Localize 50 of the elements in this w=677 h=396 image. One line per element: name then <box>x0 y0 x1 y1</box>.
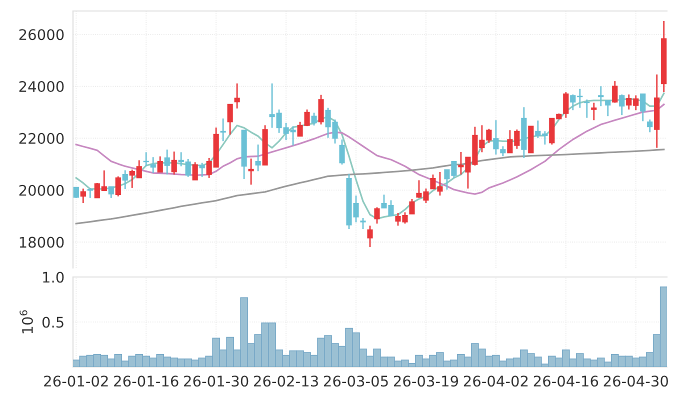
line-series <box>75 148 665 224</box>
candlestick <box>374 206 380 224</box>
y-tick-label: 22000 <box>19 132 64 144</box>
y-tick-label: 0.5 <box>42 316 64 328</box>
candlestick <box>619 94 625 116</box>
candlestick <box>164 148 170 176</box>
candlestick <box>227 104 233 136</box>
y-tick-label: 1.0 <box>43 272 64 283</box>
candlestick <box>115 176 121 198</box>
candlestick <box>640 93 646 122</box>
candlestick <box>192 162 198 181</box>
candlestick <box>318 94 324 126</box>
candlestick <box>591 102 597 121</box>
candlestick <box>360 217 366 230</box>
x-tick-label: 26-01-30 <box>184 376 248 387</box>
x-tick-label: 26-02-13 <box>254 376 318 387</box>
candlestick <box>612 80 618 104</box>
y-tick-label: 26000 <box>19 29 64 40</box>
candlestick <box>122 170 128 190</box>
y-tick-label: 18000 <box>20 236 64 248</box>
candlestick <box>73 186 79 199</box>
candlestick <box>598 85 604 107</box>
candlestick <box>150 156 156 174</box>
x-tick-label: 26-01-16 <box>114 376 178 387</box>
x-tick-label: 26-04-16 <box>534 376 598 387</box>
x-tick-label: 26-04-30 <box>604 376 668 387</box>
candlestick <box>493 119 499 156</box>
candlestick <box>157 156 163 173</box>
candlestick <box>605 100 611 117</box>
x-tick-label: 26-03-19 <box>394 376 458 387</box>
y-tick-label: 20000 <box>19 184 64 196</box>
candlestick <box>409 198 415 215</box>
candlestick <box>339 138 345 166</box>
y-tick-label: 24000 <box>19 81 64 92</box>
candlestick <box>80 188 86 204</box>
x-tick-label: 26-04-02 <box>464 376 528 387</box>
candlestick <box>311 112 317 126</box>
candlestick <box>647 118 653 133</box>
candlestick <box>563 91 569 119</box>
x-tick-label: 26-01-02 <box>44 376 108 387</box>
y-axis-title: 10$^{6}$ <box>20 310 33 334</box>
candlestick <box>367 224 373 248</box>
candlestick <box>500 146 506 157</box>
candlestick <box>255 144 261 172</box>
candlestick <box>248 158 254 186</box>
candlestick <box>171 150 177 176</box>
x-tick-label: 26-03-05 <box>324 376 388 387</box>
candlestick <box>234 82 240 110</box>
candlestick <box>199 162 205 178</box>
candlestick <box>108 186 114 199</box>
